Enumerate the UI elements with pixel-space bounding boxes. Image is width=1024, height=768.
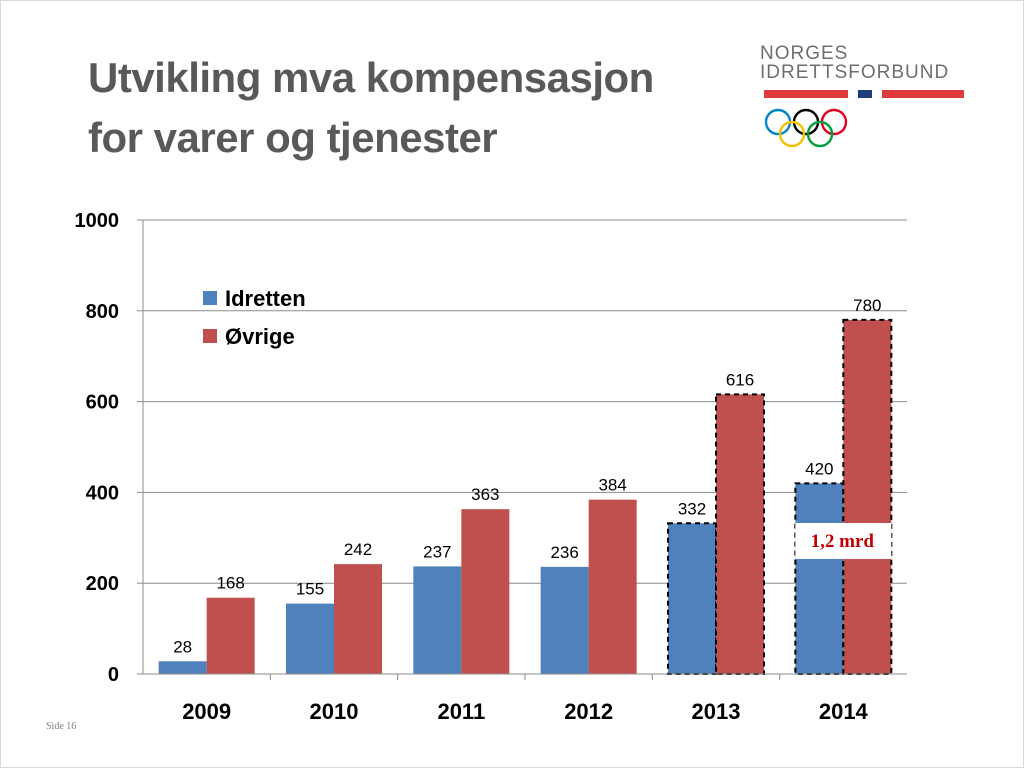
data-label-idretten-2014: 420 (805, 459, 833, 478)
y-tick-label-200: 200 (86, 573, 119, 595)
bar-idretten-2011 (413, 566, 462, 674)
data-label-øvrige-2010: 242 (344, 540, 372, 559)
logo-stripe-right (882, 90, 964, 98)
bar-øvrige-2013 (715, 393, 765, 675)
y-tick-label-1000: 1000 (75, 210, 120, 232)
y-tick-label-600: 600 (86, 392, 119, 414)
bars (158, 318, 893, 675)
logo-stripe-left (764, 90, 848, 98)
data-label-idretten-2009: 28 (173, 637, 192, 656)
data-label-idretten-2013: 332 (678, 499, 706, 518)
bar-øvrige-2009 (206, 597, 255, 674)
olympic-rings-icon (764, 108, 848, 148)
annotation-text: 1,2 mrd (811, 531, 875, 552)
data-label-idretten-2011: 237 (423, 542, 451, 561)
y-tick-label-800: 800 (86, 301, 119, 323)
legend-swatch-idretten (203, 291, 217, 305)
x-tick-label-2011: 2011 (437, 699, 485, 724)
legend-label-øvrige: Øvrige (225, 324, 295, 349)
title-line-2: for varer og tjenester (88, 114, 498, 161)
slide-title: Utvikling mva kompensasjon for varer og … (88, 48, 728, 168)
bar-idretten-2013 (667, 522, 717, 675)
x-tick-label-2013: 2013 (692, 699, 741, 724)
nif-logo: NORGES IDRETTSFORBUND (760, 44, 970, 154)
bar-øvrige-2011 (461, 509, 510, 674)
bar-idretten-2010 (286, 603, 334, 674)
title-line-1: Utvikling mva kompensasjon (88, 54, 654, 101)
x-tick-label-2009: 2009 (182, 699, 231, 724)
grid-lines (143, 219, 907, 584)
x-tick-label-2010: 2010 (310, 699, 359, 724)
bar-øvrige-2014 (842, 318, 893, 675)
y-tick-label-400: 400 (86, 482, 119, 504)
data-label-øvrige-2011: 363 (471, 485, 499, 504)
data-label-idretten-2010: 155 (296, 580, 324, 599)
x-tick-label-2014: 2014 (819, 699, 869, 724)
annotation-box (795, 523, 892, 559)
data-label-idretten-2012: 236 (550, 543, 578, 562)
annotation: 1,2 mrd (795, 523, 892, 559)
legend-swatch-øvrige (203, 329, 217, 343)
x-tick-label-2012: 2012 (564, 699, 613, 724)
y-tick-label-0: 0 (108, 664, 119, 686)
logo-stripe-middle (858, 90, 872, 98)
data-labels: 28 168 155 242 237 363 236 384 332 616 420 780 (173, 296, 881, 656)
data-label-øvrige-2012: 384 (598, 476, 626, 495)
bar-idretten-2014 (794, 482, 845, 675)
legend: Idretten Øvrige (203, 286, 306, 349)
data-label-øvrige-2014: 780 (853, 296, 881, 315)
logo-line-2: IDRETTSFORBUND (760, 62, 950, 83)
axes: 0 200 400 600 800 1000 2009 2010 2011 2012 2013 201… (75, 210, 907, 724)
legend-label-idretten: Idretten (225, 286, 306, 311)
logo-line-1: NORGES (760, 43, 849, 64)
bar-øvrige-2010 (334, 564, 382, 674)
data-label-øvrige-2009: 168 (216, 574, 244, 593)
slide-footer: Side 16 (46, 721, 77, 732)
logo-stripes (764, 90, 964, 98)
data-label-øvrige-2013: 616 (726, 370, 754, 389)
ring-green (806, 120, 834, 148)
bar-øvrige-2012 (588, 499, 637, 674)
ring-yellow (778, 120, 806, 148)
bar-idretten-2012 (540, 566, 589, 674)
bar-idretten-2009 (158, 661, 207, 674)
